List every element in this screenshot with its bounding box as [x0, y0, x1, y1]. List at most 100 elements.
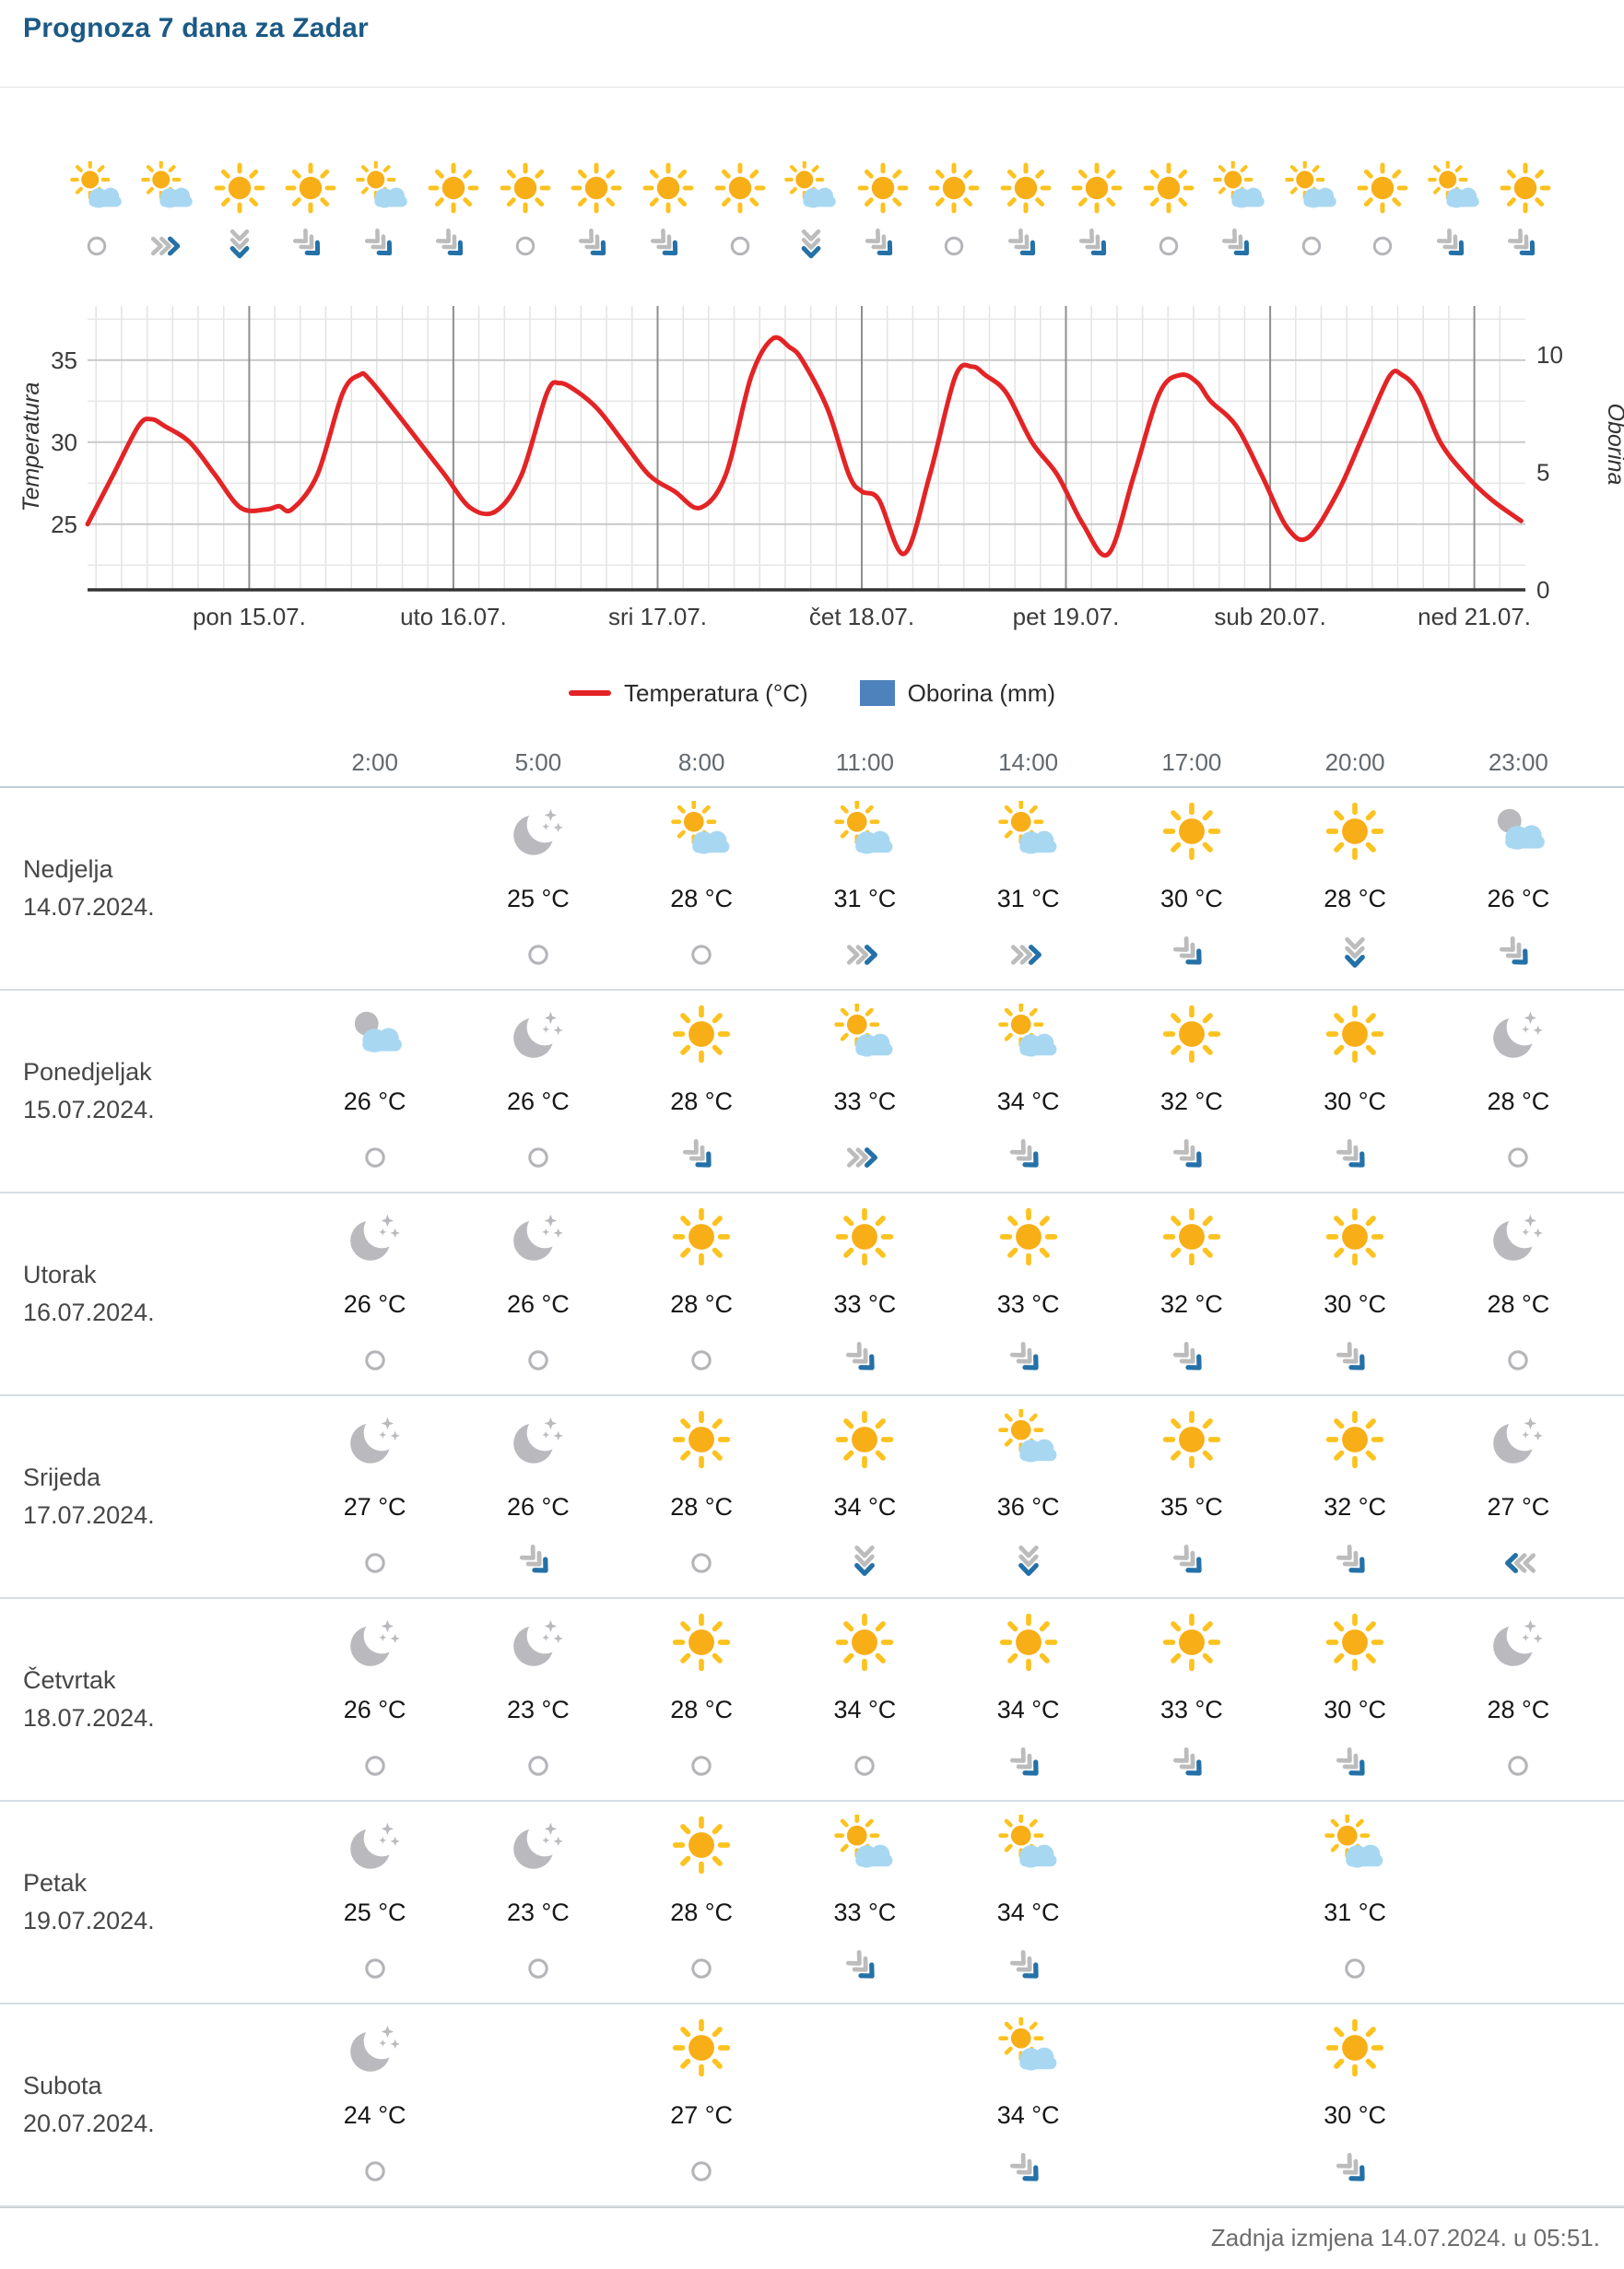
day-name: Ponedjeljak [23, 1058, 152, 1086]
wind-calm-icon [528, 1958, 548, 1979]
moon-stars-icon [349, 1212, 400, 1261]
sun-icon [1162, 802, 1221, 861]
forecast-cell-empty [1110, 2004, 1273, 2205]
forecast-row: Srijeda 17.07.2024. 27 °C 26 °C 28 °C 34 °C 36… [0, 1396, 1624, 1599]
forecast-cell: 30 °C [1274, 1599, 1437, 1800]
page-title: Prognoza 7 dana za Zadar [23, 13, 369, 43]
temperature-value: 28 °C [1487, 1290, 1550, 1318]
temperature-value: 30 °C [1324, 1290, 1387, 1318]
strip-slot [1205, 161, 1277, 265]
temperature-value: 34 °C [996, 1696, 1060, 1723]
wind-downright-icon [650, 228, 678, 256]
moon-stars-icon [513, 1009, 563, 1058]
sun-icon [672, 1005, 731, 1064]
temperature-value: 24 °C [343, 2101, 406, 2129]
x-axis-day-label: ned 21.07. [1418, 603, 1531, 630]
temperature-value: 33 °C [833, 1087, 897, 1115]
temperature-value: 35 °C [1159, 1493, 1223, 1521]
temperature-value: 26 °C [343, 1696, 406, 1723]
sun-icon [836, 1613, 894, 1672]
wind-down-icon [1018, 1545, 1039, 1576]
sun-icon [857, 162, 909, 214]
wind-calm-icon [364, 1147, 385, 1168]
legend-label-precipitation: Oborina (mm) [907, 678, 1056, 707]
forecast-cell: 34 °C [947, 2004, 1110, 2205]
time-column-header: 14:00 [998, 748, 1059, 776]
strip-slot [276, 161, 347, 265]
temperature-value: 33 °C [833, 1899, 897, 1926]
wind-downright-icon [1009, 1949, 1039, 1979]
sun-icon [672, 2018, 731, 2077]
cloud-moon-icon [1498, 808, 1546, 850]
forecast-row: Nedjelja 14.07.2024. 25 °C 28 °C 31 °C 31 °C 3… [0, 788, 1624, 991]
sun-cloud-icon [997, 801, 1057, 854]
wind-downright-icon [1508, 228, 1536, 256]
sun-icon [1162, 1005, 1221, 1064]
wind-calm-icon [364, 1958, 385, 1979]
forecast-cell-empty [1110, 1802, 1273, 2003]
strip-slot [561, 161, 633, 265]
y-right-tick: 10 [1536, 341, 1563, 369]
table-body: Nedjelja 14.07.2024. 25 °C 28 °C 31 °C 31 °C 3… [0, 788, 1624, 2207]
day-date: 14.07.2024. [23, 893, 155, 921]
day-cell: Ponedjeljak 15.07.2024. [23, 991, 293, 1192]
temperature-value: 28 °C [670, 1087, 734, 1115]
x-axis-day-label: sub 20.07. [1214, 603, 1325, 630]
wind-calm-icon [1159, 236, 1178, 256]
legend-label-temperature: Temperatura (°C) [623, 678, 808, 707]
temperature-value: 28 °C [1324, 885, 1387, 912]
wind-downright-icon [1336, 1746, 1365, 1776]
strip-slot [1418, 161, 1490, 265]
wind-downright-icon [1009, 2152, 1039, 2181]
sun-cloud-icon [997, 1004, 1057, 1057]
temperature-value: 26 °C [506, 1087, 570, 1115]
forecast-cell-empty [456, 2004, 619, 2205]
temperature-value: 28 °C [1487, 1696, 1550, 1723]
day-date: 18.07.2024. [23, 1704, 155, 1732]
day-cell: Nedjelja 14.07.2024. [23, 788, 293, 989]
day-cell: Subota 20.07.2024. [23, 2004, 293, 2205]
temperature-value: 27 °C [670, 2101, 734, 2129]
sun-icon [1071, 162, 1123, 214]
forecast-cell: 30 °C [1274, 991, 1437, 1192]
strip-slot [1061, 161, 1133, 265]
sun-icon [642, 162, 694, 214]
wind-downright-icon [846, 1949, 876, 1979]
wind-calm-icon [515, 236, 535, 256]
sun-cloud-icon [834, 801, 893, 854]
temperature-value: 28 °C [670, 1290, 734, 1318]
forecast-cell: 34 °C [947, 991, 1110, 1192]
forecast-cell-empty [783, 2004, 947, 2205]
temperature-line-swatch [568, 690, 611, 696]
last-updated-text: Zadnja izmjena 14.07.2024. u 05:51. [1210, 2224, 1600, 2251]
strip-slot [133, 161, 205, 265]
temperature-value: 33 °C [996, 1290, 1060, 1318]
sun-icon [672, 1816, 731, 1875]
forecast-cell: 24 °C [293, 2004, 456, 2205]
y-left-tick: 25 [51, 511, 77, 538]
chart-legend: Temperatura (°C) Oborina (mm) [0, 675, 1624, 711]
day-date: 19.07.2024. [23, 1907, 155, 1934]
temperature-value: 28 °C [670, 1696, 734, 1723]
moon-stars-icon [349, 1617, 400, 1666]
strip-slot [1133, 161, 1205, 265]
forecast-cell: 36 °C [947, 1396, 1110, 1597]
temperature-value: 23 °C [506, 1696, 570, 1723]
forecast-cell: 28 °C [620, 1193, 783, 1394]
moon-stars-icon [349, 1415, 400, 1464]
time-column-header: 2:00 [351, 748, 398, 776]
wind-downright-icon [1336, 1544, 1365, 1573]
sun-icon [285, 162, 336, 214]
forecast-cell: 28 °C [1437, 1599, 1600, 1800]
sun-icon [1500, 162, 1551, 214]
temperature-value: 30 °C [1159, 885, 1223, 912]
forecast-table: 2:00 5:00 8:00 11:00 14:00 17:00 20:00 23:00 Ne… [0, 739, 1624, 2207]
x-axis-day-label: čet 18.07. [809, 603, 914, 630]
sun-icon [672, 1410, 731, 1469]
sun-icon [1325, 1207, 1384, 1266]
forecast-cell: 28 °C [620, 1396, 783, 1597]
hourly-icon-strip [61, 161, 1561, 265]
x-axis-day-label: sri 17.07. [608, 603, 707, 630]
temperature-value: 25 °C [506, 885, 570, 912]
temperature-value: 33 °C [833, 1290, 897, 1318]
